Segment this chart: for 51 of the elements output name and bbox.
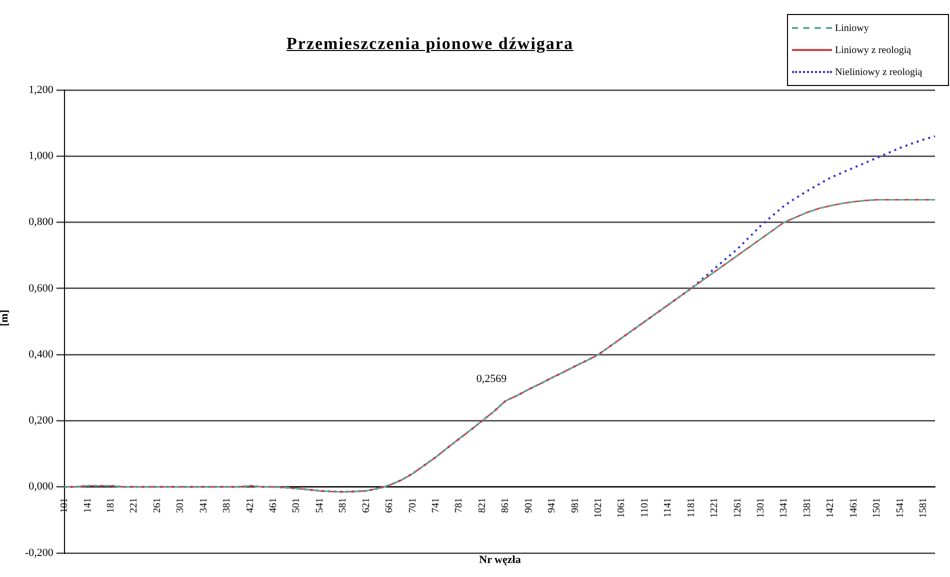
- x-tick-label: 781: [454, 498, 465, 513]
- x-tick-label: 301: [175, 498, 186, 513]
- x-tick-label: 1501: [872, 498, 883, 518]
- x-tick-label: 621: [360, 498, 372, 513]
- x-tick-label: 1341: [778, 498, 790, 518]
- x-tick-label: 141: [82, 498, 94, 513]
- y-tick-label: 1,000: [28, 150, 54, 162]
- x-tick-label: 181: [105, 498, 116, 513]
- y-tick-label: 1,200: [28, 84, 54, 96]
- legend-label: Liniowy z reologią: [835, 44, 912, 56]
- x-tick-label: 1541: [894, 498, 906, 518]
- y-tick-label: 0,800: [28, 216, 54, 228]
- x-tick-label: 981: [570, 498, 581, 513]
- y-tick-label: 0,200: [28, 414, 54, 427]
- x-tick-label: 1061: [616, 498, 628, 518]
- x-tick-label: 381: [222, 498, 233, 513]
- x-tick-label: 1581: [918, 498, 930, 518]
- chart-title: Przemieszczenia pionowe dźwigara: [286, 34, 574, 53]
- x-tick-label: 1301: [756, 498, 767, 518]
- y-tick-label: 0,000: [28, 480, 54, 493]
- x-tick-label: 1421: [825, 498, 836, 518]
- x-tick-label: 661: [384, 498, 396, 513]
- x-tick-label: 1461: [848, 498, 860, 518]
- legend-label: Nieliniowy z reologią: [835, 66, 922, 78]
- legend-label: Liniowy: [835, 22, 869, 34]
- x-tick-label: 1101: [639, 498, 650, 518]
- x-tick-label: 861: [500, 498, 512, 513]
- x-tick-label: 581: [338, 498, 349, 513]
- x-tick-label: 221: [128, 498, 140, 513]
- x-tick-label: 501: [291, 498, 302, 513]
- y-tick-label: 0,400: [28, 348, 54, 360]
- x-tick-label: 1141: [662, 498, 674, 518]
- x-tick-label: 1181: [686, 498, 697, 518]
- x-tick-label: 1221: [709, 498, 720, 518]
- x-tick-label: 1381: [802, 498, 813, 518]
- x-tick-label: 541: [314, 498, 326, 513]
- x-axis-title: Nr węzła: [479, 554, 521, 566]
- annotation: 0,2569: [476, 372, 508, 385]
- x-tick-label: 1021: [593, 498, 604, 518]
- x-tick-label: 261: [152, 498, 163, 513]
- y-tick-label: 0,600: [28, 282, 54, 294]
- x-tick-label: 941: [546, 498, 558, 513]
- x-tick-label: 701: [407, 498, 418, 513]
- x-tick-label: 461: [268, 498, 279, 513]
- x-tick-label: 421: [244, 498, 256, 513]
- y-tick-label: -0,200: [24, 546, 54, 559]
- x-tick-label: 821: [476, 498, 488, 513]
- x-tick-label: 741: [430, 498, 442, 513]
- x-tick-label: 1261: [732, 498, 744, 518]
- x-tick-label: 341: [198, 498, 210, 513]
- x-tick-label: 901: [523, 498, 534, 513]
